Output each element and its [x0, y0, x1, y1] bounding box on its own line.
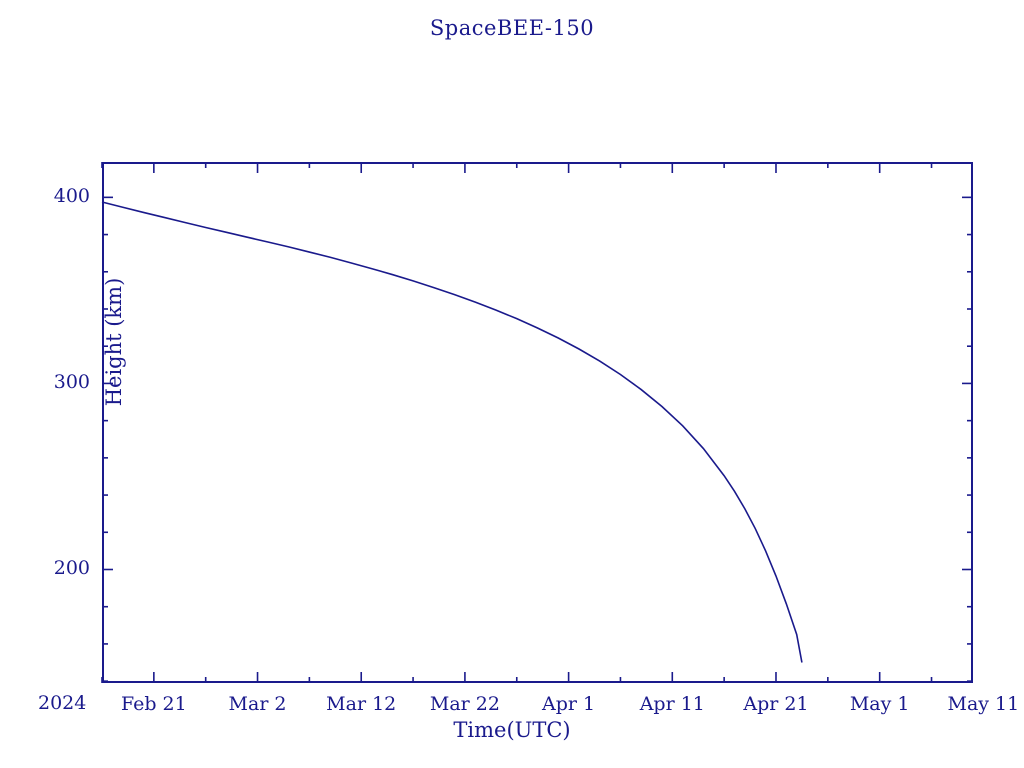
x-tick-label-8: May 11 — [947, 693, 1020, 715]
y-tick-label-1: 300 — [53, 371, 90, 394]
x-tick-label-4: Apr 1 — [542, 693, 596, 715]
y-tick-label-0: 400 — [53, 185, 90, 208]
height-decay-curve — [101, 201, 803, 663]
x-tick-label-5: Apr 11 — [639, 693, 705, 715]
y-tick-label-2: 200 — [53, 557, 90, 580]
x-tick-label-6: Apr 21 — [743, 693, 809, 715]
x-tick-label-0: Feb 21 — [120, 693, 187, 715]
axis-ticks — [101, 162, 973, 683]
x-tick-label-3: Mar 22 — [429, 693, 500, 715]
x-axis-year-label: 2024 — [38, 692, 87, 714]
plot-area: 400 300 200 Feb 21 Mar 2 Mar 12 Mar 22 Apr 1 Apr… — [54, 162, 1019, 715]
chart-title: SpaceBEE-150 — [429, 16, 595, 40]
curve-path — [101, 201, 803, 663]
x-tick-label-2: Mar 12 — [326, 693, 397, 715]
x-axis-title: Time(UTC) — [453, 718, 571, 742]
x-tick-label-1: Mar 2 — [228, 693, 287, 715]
x-tick-label-7: May 1 — [849, 693, 910, 715]
plot-frame-border — [102, 162, 973, 683]
